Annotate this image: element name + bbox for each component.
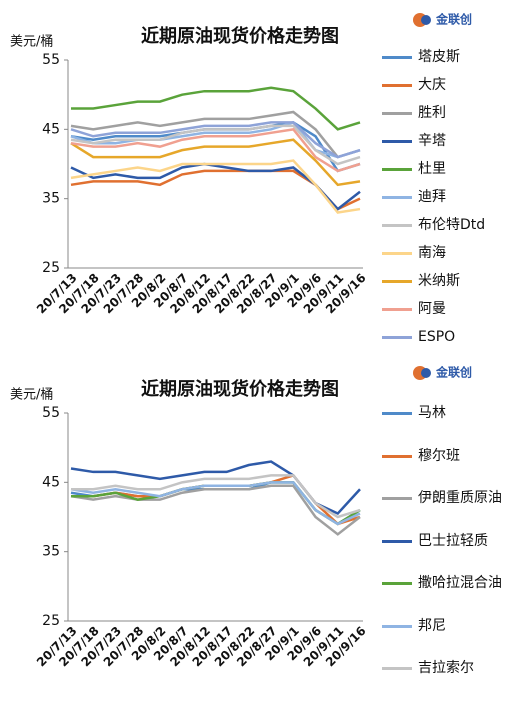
- y-tick-label: 35: [42, 191, 60, 207]
- series-line: [70, 481, 361, 526]
- legend-swatch: [382, 308, 412, 311]
- y-tick-label: 25: [42, 260, 60, 276]
- chart-title: 近期原油现货价格走势图: [141, 25, 339, 47]
- logo-icon: [421, 368, 431, 378]
- series-line: [70, 110, 361, 159]
- legend-swatch: [382, 112, 412, 115]
- chart: 近期原油现货价格走势图美元/桶金联创2535455520/7/1320/7/18…: [10, 12, 472, 317]
- y-tick-label: 45: [42, 121, 60, 137]
- series-line: [70, 124, 361, 166]
- series-line: [70, 484, 361, 536]
- legend-swatch: [382, 412, 412, 415]
- y-tick-label: 35: [42, 544, 60, 560]
- legend-label: 撒哈拉混合油: [418, 575, 502, 591]
- series-line: [70, 169, 361, 211]
- logo-icon: [421, 15, 431, 25]
- series-line: [70, 159, 361, 214]
- legend-swatch: [382, 252, 412, 255]
- legend-swatch: [382, 224, 412, 227]
- series-line: [70, 121, 361, 159]
- watermark: 金联创: [435, 12, 472, 27]
- legend-swatch: [382, 497, 412, 500]
- legend-label: ESPO: [418, 329, 456, 345]
- legend-label: 迪拜: [418, 189, 446, 205]
- legend-label: 南海: [418, 245, 446, 261]
- y-axis-label: 美元/桶: [10, 388, 53, 403]
- legend-swatch: [382, 582, 412, 585]
- series-line: [70, 138, 361, 187]
- chart: 近期原油现货价格走势图美元/桶金联创2535455520/7/1320/7/18…: [10, 365, 472, 670]
- y-tick-label: 55: [42, 52, 60, 68]
- y-tick-label: 45: [42, 474, 60, 490]
- chart-title: 近期原油现货价格走势图: [141, 378, 339, 400]
- series-line: [71, 474, 361, 519]
- legend-label: 辛塔: [418, 133, 446, 149]
- legend-label: 杜里: [418, 161, 446, 177]
- legend-swatch: [382, 624, 412, 628]
- y-axis-label: 美元/桶: [10, 35, 53, 50]
- watermark: 金联创: [435, 365, 472, 380]
- legend-swatch: [382, 336, 412, 339]
- legend-label: 巴士拉轻质: [418, 532, 488, 549]
- legend-label: 米纳斯: [418, 273, 460, 289]
- legend-label: 吉拉索尔: [418, 660, 474, 676]
- legend-label: 马林: [418, 405, 446, 421]
- series-line: [70, 127, 361, 173]
- y-tick-label: 25: [42, 613, 60, 629]
- series-line: [71, 86, 361, 131]
- legend-swatch: [382, 56, 412, 59]
- legend-swatch: [382, 196, 412, 199]
- y-tick-label: 55: [42, 405, 60, 421]
- chart-panel: 近期原油现货价格走势图 美元/桶 金联创 25 35 45 55 20/7/13 20/7/18…: [0, 353, 518, 706]
- legend-swatch: [382, 168, 412, 171]
- chart-panel: 近期原油现货价格走势图 美元/桶 金联创 25 35 45 55 20/7/13 20/7/18…: [10, 12, 486, 346]
- legend-swatch: [382, 667, 412, 670]
- legend-swatch: [382, 280, 412, 283]
- legend-label: 穆尔班: [418, 447, 460, 464]
- legend-swatch: [382, 140, 412, 143]
- legend-label: 胜利: [418, 105, 446, 121]
- legend-swatch: [382, 539, 412, 543]
- legend-swatch: [382, 84, 412, 87]
- legend-label: 塔皮斯: [418, 49, 460, 65]
- legend-label: 伊朗重质原油: [418, 490, 502, 506]
- legend-label: 布伦特Dtd: [418, 217, 486, 233]
- legend-swatch: [382, 454, 412, 458]
- legend-label: 大庆: [418, 77, 446, 93]
- legend-label: 邦尼: [418, 617, 446, 634]
- legend-label: 阿曼: [418, 301, 446, 317]
